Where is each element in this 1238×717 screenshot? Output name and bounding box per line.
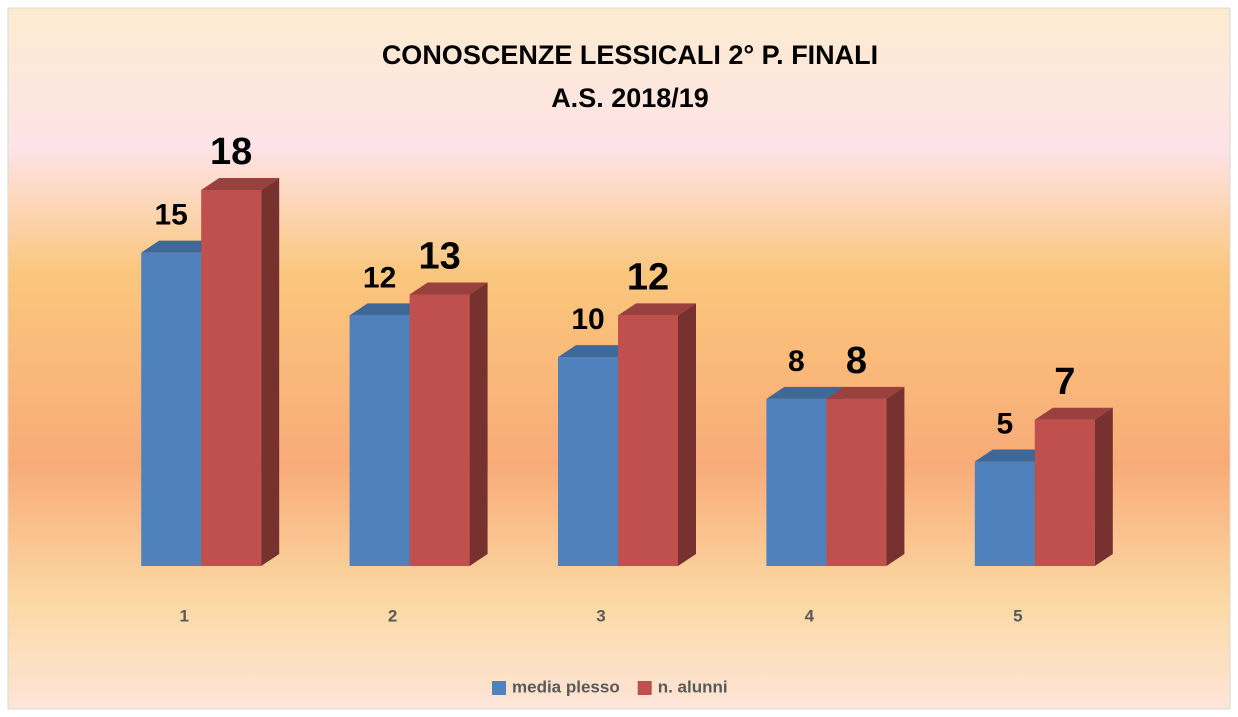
bar — [201, 190, 262, 566]
data-label: 10 — [571, 303, 604, 336]
data-label: 7 — [1054, 361, 1075, 403]
bar-side — [1094, 407, 1113, 566]
bar — [1034, 419, 1095, 566]
bar — [141, 252, 202, 566]
bar-side — [886, 386, 905, 566]
bar — [826, 398, 887, 566]
x-tick-label: 3 — [596, 606, 605, 625]
data-label: 8 — [788, 345, 805, 378]
bar-top — [766, 386, 845, 399]
data-label: 12 — [363, 261, 396, 294]
legend-swatch — [637, 681, 652, 695]
data-label: 12 — [627, 256, 669, 298]
bar-side — [469, 282, 488, 566]
bar-side — [261, 178, 280, 566]
legend-label: media plesso — [512, 677, 620, 696]
bar-top — [558, 345, 636, 358]
bar-top — [349, 303, 428, 316]
bar — [558, 357, 618, 566]
bar — [618, 315, 678, 566]
bar — [974, 461, 1035, 566]
bar-side — [678, 303, 696, 566]
bar — [349, 315, 410, 566]
x-tick-label: 4 — [805, 606, 815, 625]
bar-top — [826, 386, 905, 399]
legend-swatch — [492, 681, 506, 695]
data-label: 5 — [996, 407, 1013, 440]
bar-top — [201, 178, 280, 190]
bar-top — [618, 303, 696, 316]
legend-label: n. alunni — [658, 677, 728, 696]
bar — [766, 398, 827, 566]
chart-title: CONOSCENZE LESSICALI 2° P. FINALI — [382, 40, 878, 70]
x-tick-label: 1 — [179, 606, 188, 625]
bar — [409, 294, 470, 566]
bar-top — [409, 282, 488, 295]
x-tick-label: 2 — [388, 606, 397, 625]
data-label: 8 — [846, 340, 867, 382]
bar-top — [1034, 407, 1113, 420]
bar-top — [974, 449, 1053, 462]
data-label: 13 — [418, 235, 460, 277]
data-label: 15 — [155, 199, 188, 232]
x-tick-label: 5 — [1013, 606, 1022, 625]
chart-subtitle: A.S. 2018/19 — [551, 83, 709, 113]
data-label: 18 — [210, 131, 252, 173]
bar-top — [141, 240, 220, 253]
